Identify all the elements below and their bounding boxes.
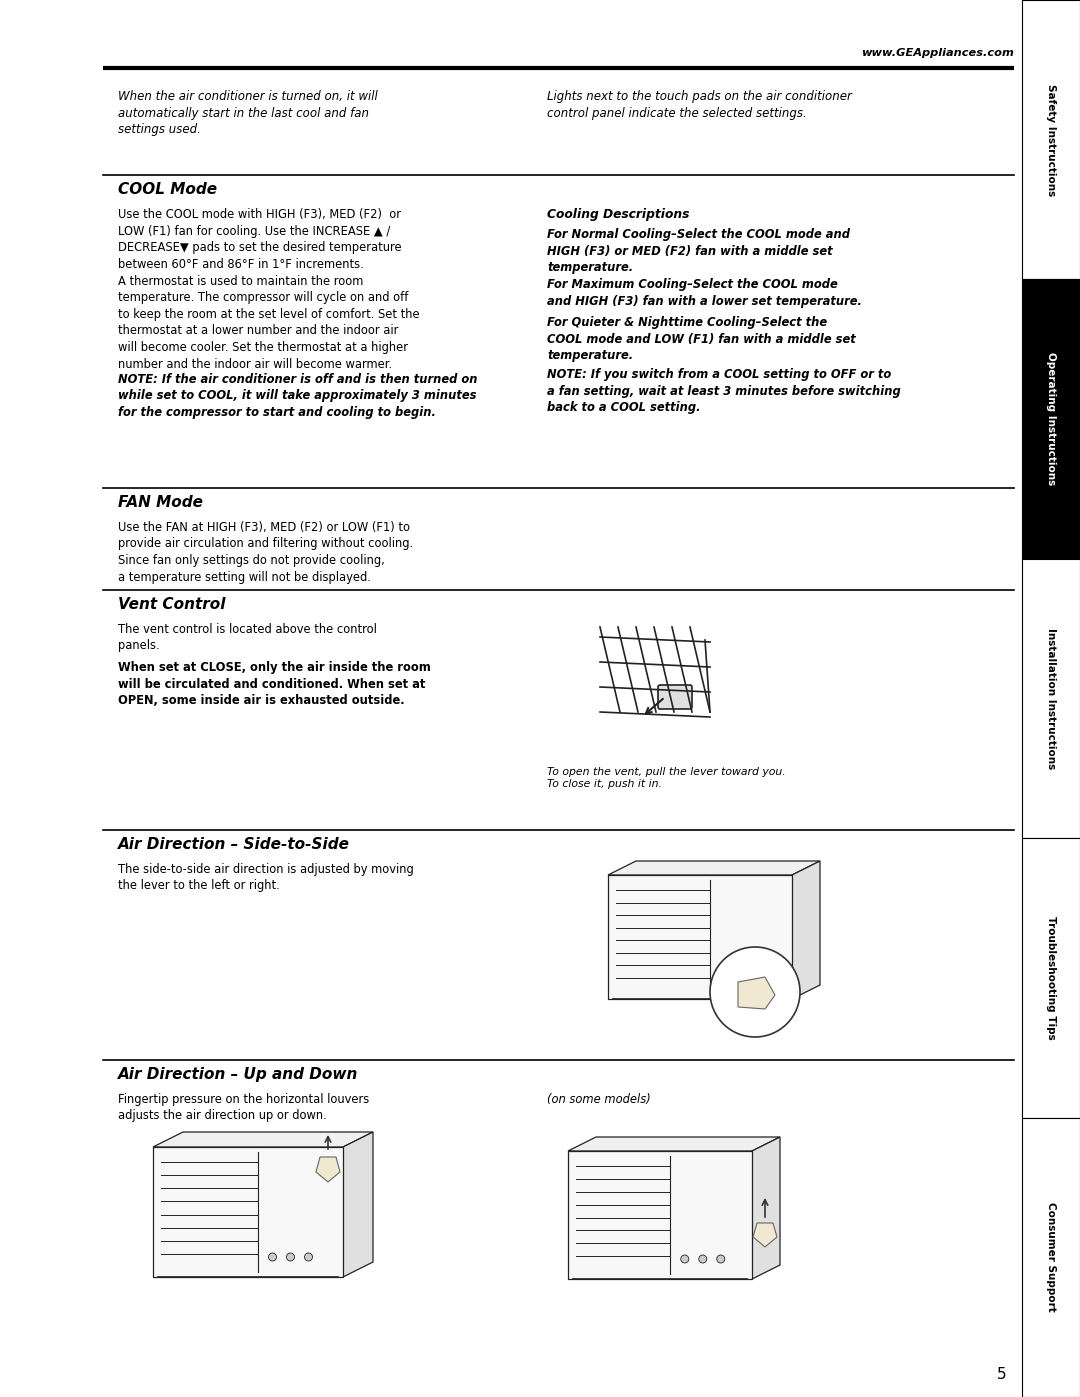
Circle shape [305, 1253, 312, 1261]
Text: Lights next to the touch pads on the air conditioner
control panel indicate the : Lights next to the touch pads on the air… [548, 89, 852, 120]
Text: To open the vent, pull the lever toward you.
To close it, push it in.: To open the vent, pull the lever toward … [548, 767, 786, 789]
Text: (on some models): (on some models) [548, 1092, 651, 1106]
Polygon shape [792, 861, 820, 999]
Text: For Maximum Cooling–Select the COOL mode
and HIGH (F3) fan with a lower set temp: For Maximum Cooling–Select the COOL mode… [548, 278, 862, 307]
Text: Air Direction – Side-to-Side: Air Direction – Side-to-Side [118, 837, 350, 852]
Polygon shape [753, 1222, 777, 1248]
Polygon shape [316, 1157, 340, 1182]
Polygon shape [568, 1151, 752, 1280]
Bar [1022, 279, 1080, 559]
Text: The vent control is located above the control
panels.: The vent control is located above the co… [118, 623, 377, 652]
Text: When the air conditioner is turned on, it will
automatically start in the last c: When the air conditioner is turned on, i… [118, 89, 378, 136]
Circle shape [680, 1255, 689, 1263]
Circle shape [739, 975, 746, 983]
Text: Fingertip pressure on the horizontal louvers
adjusts the air direction up or dow: Fingertip pressure on the horizontal lou… [118, 1092, 369, 1123]
Text: COOL Mode: COOL Mode [118, 182, 217, 197]
Polygon shape [738, 977, 775, 1009]
Text: The side-to-side air direction is adjusted by moving
the lever to the left or ri: The side-to-side air direction is adjust… [118, 863, 414, 893]
Text: Air Direction – Up and Down: Air Direction – Up and Down [118, 1067, 359, 1083]
Text: FAN Mode: FAN Mode [118, 495, 203, 510]
Text: NOTE: If you switch from a COOL setting to OFF or to
a fan setting, wait at leas: NOTE: If you switch from a COOL setting … [548, 367, 901, 414]
Bar [1022, 1118, 1080, 1397]
Text: Safety Instructions: Safety Instructions [1047, 84, 1056, 196]
Text: Use the FAN at HIGH (F3), MED (F2) or LOW (F1) to
provide air circulation and fi: Use the FAN at HIGH (F3), MED (F2) or LO… [118, 521, 414, 584]
FancyBboxPatch shape [658, 685, 692, 710]
Text: Cooling Descriptions: Cooling Descriptions [548, 208, 689, 221]
Polygon shape [153, 1147, 343, 1277]
Text: A thermostat is used to maintain the room
temperature. The compressor will cycle: A thermostat is used to maintain the roo… [118, 275, 420, 370]
Text: Troubleshooting Tips: Troubleshooting Tips [1047, 916, 1056, 1039]
Polygon shape [752, 1137, 780, 1280]
Polygon shape [343, 1132, 373, 1277]
Circle shape [286, 1253, 295, 1261]
Bar [1022, 559, 1080, 838]
Text: Installation Instructions: Installation Instructions [1047, 627, 1056, 770]
Polygon shape [153, 1132, 373, 1147]
Text: NOTE: If the air conditioner is off and is then turned on
while set to COOL, it : NOTE: If the air conditioner is off and … [118, 373, 477, 419]
Polygon shape [762, 995, 782, 1018]
Text: Vent Control: Vent Control [118, 597, 226, 612]
Polygon shape [608, 875, 792, 999]
Circle shape [717, 1255, 725, 1263]
Circle shape [710, 947, 800, 1037]
Polygon shape [568, 1137, 780, 1151]
Circle shape [720, 975, 729, 983]
Text: For Normal Cooling–Select the COOL mode and
HIGH (F3) or MED (F2) fan with a mid: For Normal Cooling–Select the COOL mode … [548, 228, 850, 274]
Text: Use the COOL mode with HIGH (F3), MED (F2)  or
LOW (F1) fan for cooling. Use the: Use the COOL mode with HIGH (F3), MED (F… [118, 208, 402, 271]
Text: When set at CLOSE, only the air inside the room
will be circulated and condition: When set at CLOSE, only the air inside t… [118, 661, 431, 707]
Text: Operating Instructions: Operating Instructions [1047, 352, 1056, 486]
Bar [1022, 838, 1080, 1118]
Text: 5: 5 [997, 1368, 1007, 1382]
Circle shape [269, 1253, 276, 1261]
Text: For Quieter & Nighttime Cooling–Select the
COOL mode and LOW (F1) fan with a mid: For Quieter & Nighttime Cooling–Select t… [548, 316, 855, 362]
Circle shape [699, 1255, 706, 1263]
Text: www.GEAppliances.com: www.GEAppliances.com [861, 47, 1014, 59]
Bar [1022, 0, 1080, 279]
Circle shape [757, 975, 765, 983]
Polygon shape [608, 861, 820, 875]
Text: Consumer Support: Consumer Support [1047, 1203, 1056, 1312]
